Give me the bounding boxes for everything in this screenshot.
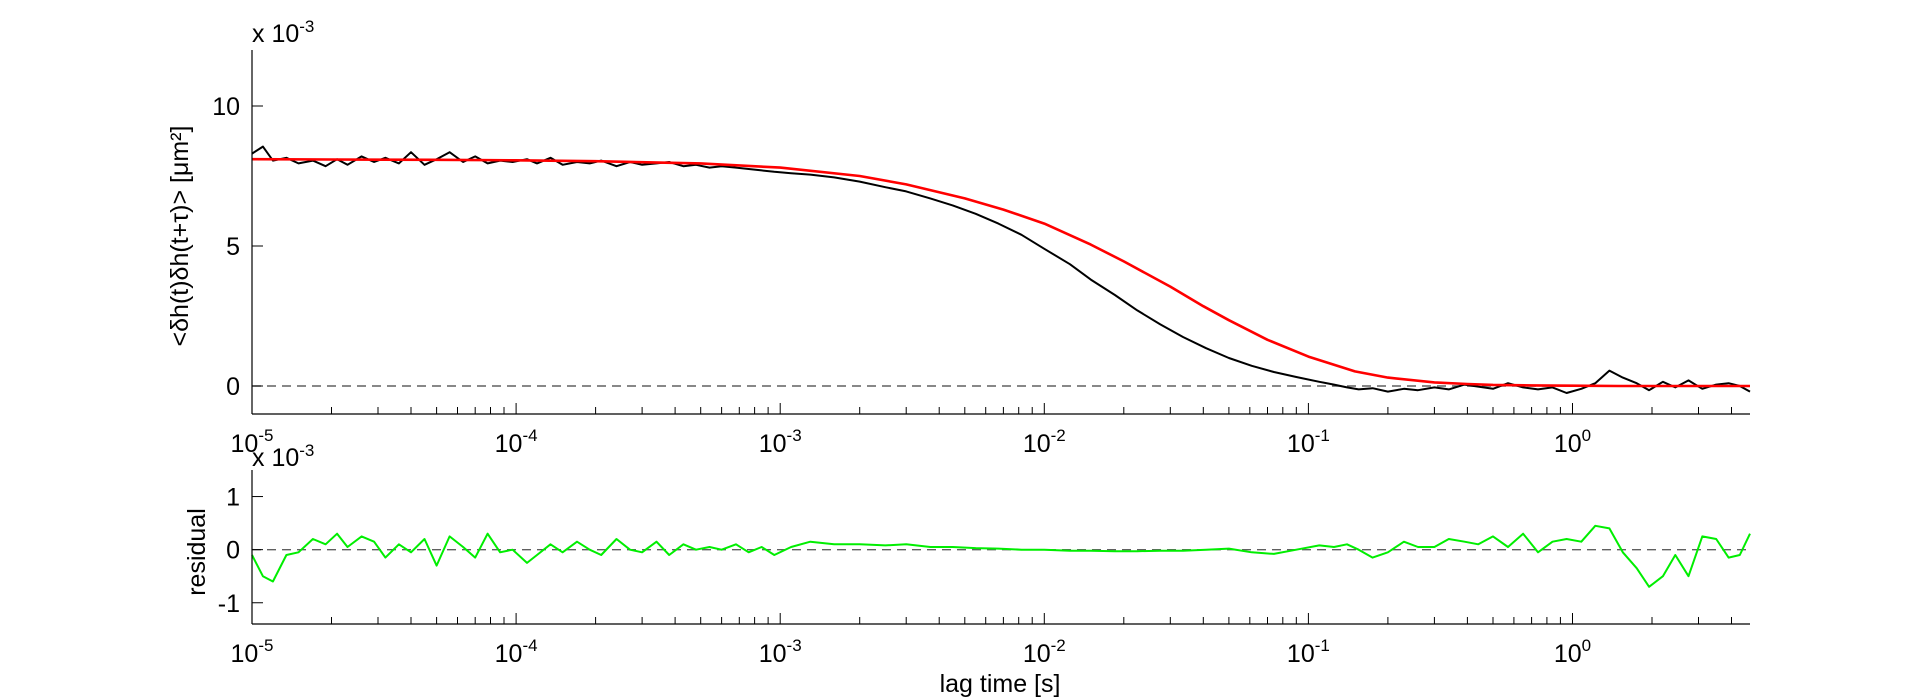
bottom-x-axis-title: lag time [s] xyxy=(940,670,1061,698)
bot-y-tick-label: 1 xyxy=(226,484,240,512)
bot-y-tick-label: 0 xyxy=(226,537,240,565)
bot-series-residual-line xyxy=(251,524,1751,588)
bot-x-tick-label: 10-4 xyxy=(495,636,538,668)
top-y-tick-label: 0 xyxy=(226,373,240,401)
top-y-tick-label: 5 xyxy=(226,233,240,261)
bot-x-tick-label: 10-1 xyxy=(1287,636,1330,668)
bot-x-tick-label: 100 xyxy=(1554,636,1591,668)
top-y-tick-label: 10 xyxy=(212,93,240,121)
top-multiplier-label: x 10-3 xyxy=(252,17,314,48)
top-series-data-line xyxy=(251,145,1751,394)
top-x-tick-label: 10-5 xyxy=(231,426,274,458)
bottom-y-axis-title: residual xyxy=(183,508,211,596)
bot-x-tick-label: 10-3 xyxy=(759,636,802,668)
bottom-multiplier-label: x 10-3 xyxy=(252,441,314,472)
top-x-tick-label: 10-2 xyxy=(1023,426,1066,458)
bot-y-tick-label: -1 xyxy=(218,590,240,618)
top-x-tick-label: 10-4 xyxy=(495,426,538,458)
bot-x-tick-label: 10-5 xyxy=(231,636,274,668)
top-x-tick-label: 10-3 xyxy=(759,426,802,458)
top-series-fit-line xyxy=(251,157,1750,388)
top-plot-panel: 10-5 10-4 10-3 10-2 10-1 100 0 5 10 x 10-3 <δh(t… xyxy=(166,17,1751,458)
bot-x-tick-label: 10-2 xyxy=(1023,636,1066,668)
top-y-axis-title: <δh(t)δh(t+τ)> [μm²] xyxy=(166,126,194,347)
top-x-tick-label: 100 xyxy=(1554,426,1591,458)
top-x-tick-label: 10-1 xyxy=(1287,426,1330,458)
bottom-plot-panel: 10-5 10-4 10-3 10-2 10-1 100 -1 0 1 x 10-3 resid… xyxy=(183,441,1751,698)
top-plot-area xyxy=(252,50,1750,414)
